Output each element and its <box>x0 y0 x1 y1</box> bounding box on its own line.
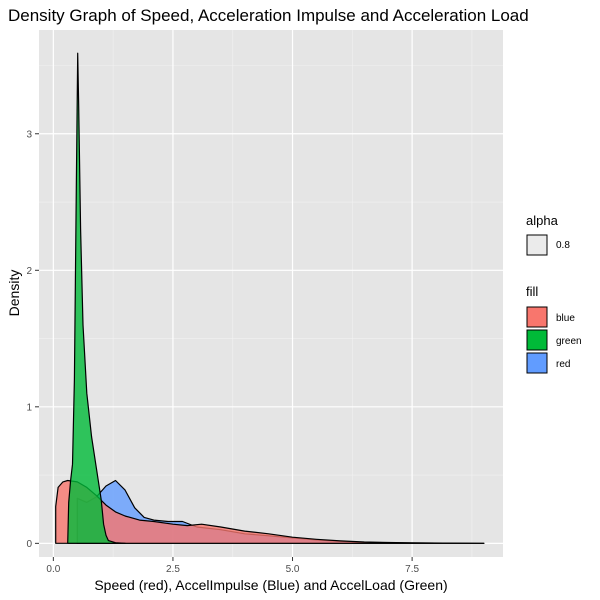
legend-title-fill: fill <box>526 284 538 299</box>
y-axis-title: Density <box>6 270 22 317</box>
y-tick-label: 2 <box>26 266 32 277</box>
plot-panel <box>39 30 503 557</box>
legend-key-alpha <box>526 234 548 256</box>
legend-title-alpha: alpha <box>526 213 559 228</box>
chart-title: Density Graph of Speed, Acceleration Imp… <box>8 6 529 25</box>
y-axis-ticks: 0 1 2 3 <box>26 129 39 550</box>
legend-key-green <box>526 329 548 351</box>
minor-gridlines <box>39 30 503 557</box>
legend-label-red: red <box>556 359 570 370</box>
legend-label-green: green <box>556 336 582 347</box>
y-tick-label: 0 <box>26 539 32 550</box>
legend-label-alpha: 0.8 <box>556 240 570 251</box>
legend: alpha 0.8 fill blue green red <box>526 213 582 374</box>
y-tick-label: 3 <box>26 129 32 140</box>
x-axis-title: Speed (red), AccelImpulse (Blue) and Acc… <box>94 577 447 593</box>
x-axis-ticks: 0.0 2.5 5.0 7.5 <box>46 557 420 575</box>
y-tick-label: 1 <box>26 402 32 413</box>
legend-key-blue <box>526 306 548 328</box>
x-tick-label: 5.0 <box>286 564 300 575</box>
density-areas <box>55 52 485 544</box>
legend-label-blue: blue <box>556 313 575 324</box>
legend-key-red <box>526 352 548 374</box>
x-tick-label: 7.5 <box>405 564 419 575</box>
x-tick-label: 0.0 <box>46 564 60 575</box>
x-tick-label: 2.5 <box>166 564 180 575</box>
density-area-green <box>67 52 126 544</box>
